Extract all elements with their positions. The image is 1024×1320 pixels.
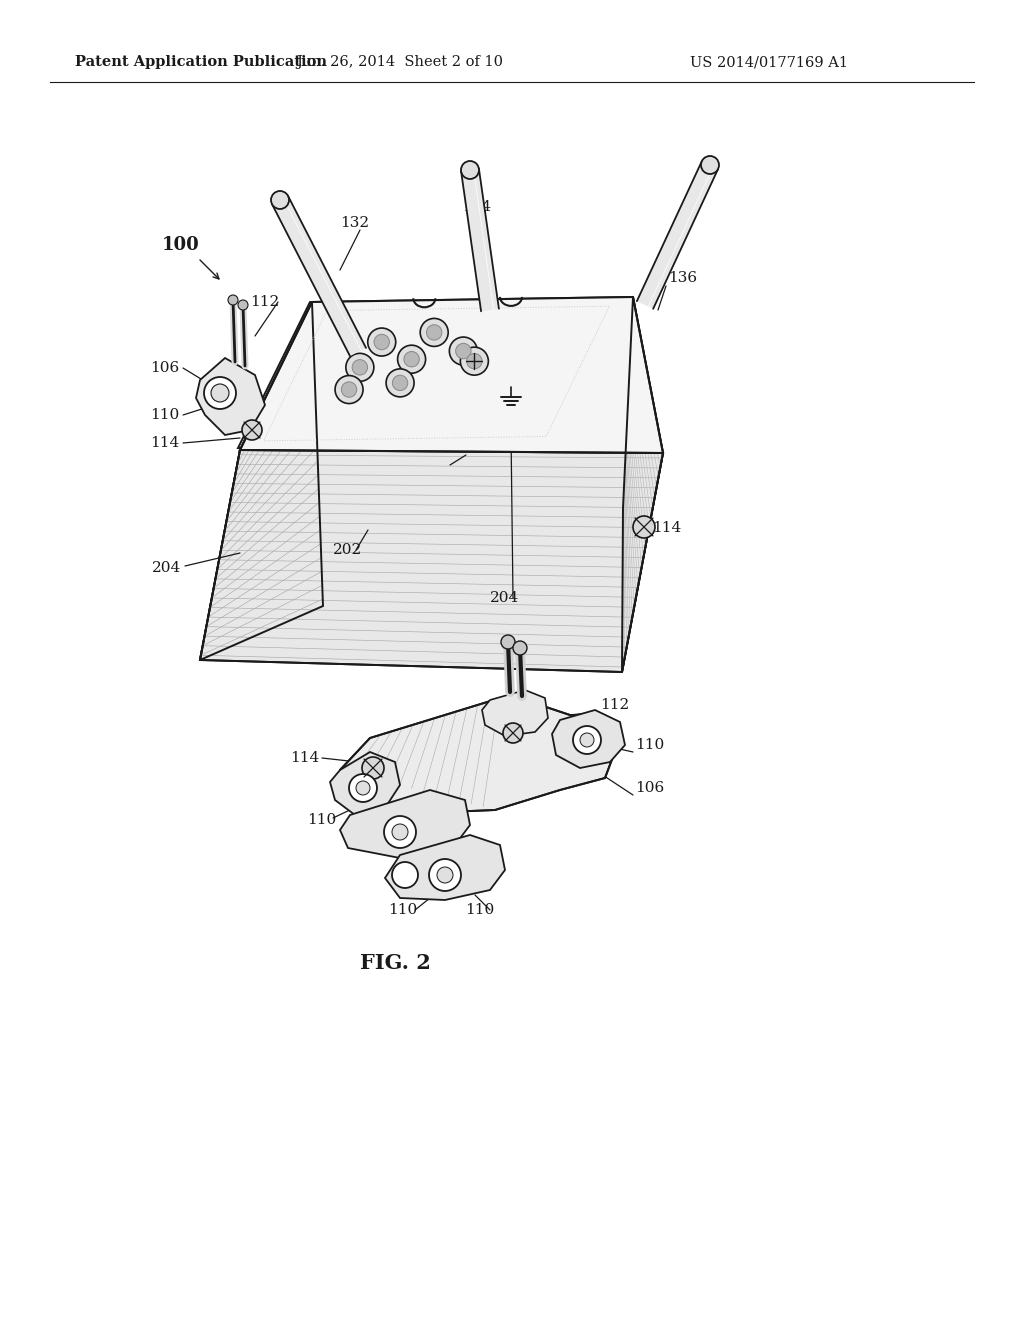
Text: FIG. 2: FIG. 2 <box>359 953 430 973</box>
Circle shape <box>420 318 449 346</box>
Circle shape <box>362 756 384 779</box>
Text: 110: 110 <box>465 903 495 917</box>
Text: 134: 134 <box>462 201 492 214</box>
Polygon shape <box>461 169 499 312</box>
Circle shape <box>238 300 248 310</box>
Circle shape <box>467 354 482 368</box>
Circle shape <box>580 733 594 747</box>
Circle shape <box>429 859 461 891</box>
Text: 132: 132 <box>340 216 369 230</box>
Circle shape <box>513 642 527 655</box>
Polygon shape <box>552 710 625 768</box>
Circle shape <box>356 781 370 795</box>
Polygon shape <box>196 358 265 436</box>
Circle shape <box>341 381 356 397</box>
Polygon shape <box>240 297 663 453</box>
Text: 110: 110 <box>307 813 336 828</box>
Text: 114: 114 <box>652 521 681 535</box>
Circle shape <box>335 376 364 404</box>
Text: Jun. 26, 2014  Sheet 2 of 10: Jun. 26, 2014 Sheet 2 of 10 <box>297 55 504 69</box>
Circle shape <box>437 867 453 883</box>
Circle shape <box>450 337 477 366</box>
Circle shape <box>271 191 289 209</box>
Circle shape <box>461 161 479 180</box>
Text: 110: 110 <box>635 738 665 752</box>
Text: US 2014/0177169 A1: US 2014/0177169 A1 <box>690 55 848 69</box>
Circle shape <box>384 816 416 847</box>
Circle shape <box>349 774 377 803</box>
Polygon shape <box>340 789 470 858</box>
Text: 110: 110 <box>388 903 417 917</box>
Text: 110: 110 <box>150 408 179 422</box>
Polygon shape <box>340 696 620 814</box>
Text: 202: 202 <box>348 348 377 362</box>
Text: 204: 204 <box>152 561 181 576</box>
Text: 112: 112 <box>250 294 280 309</box>
Text: 114: 114 <box>150 436 179 450</box>
Polygon shape <box>637 161 718 309</box>
Circle shape <box>633 516 655 539</box>
Circle shape <box>211 384 229 403</box>
Text: 106: 106 <box>150 360 179 375</box>
Circle shape <box>461 347 488 375</box>
Circle shape <box>426 325 442 341</box>
Circle shape <box>352 359 368 375</box>
Circle shape <box>392 824 408 840</box>
Circle shape <box>403 351 419 367</box>
Circle shape <box>573 726 601 754</box>
Text: 204: 204 <box>454 304 483 317</box>
Text: 112: 112 <box>600 698 630 711</box>
Circle shape <box>386 368 414 397</box>
Polygon shape <box>482 690 548 737</box>
Text: 202: 202 <box>468 441 498 455</box>
Polygon shape <box>200 302 323 660</box>
Circle shape <box>701 156 719 174</box>
Circle shape <box>374 334 389 350</box>
Text: 136: 136 <box>668 271 697 285</box>
Circle shape <box>503 723 523 743</box>
Text: 204: 204 <box>490 591 519 605</box>
Circle shape <box>392 862 418 888</box>
Circle shape <box>456 343 471 359</box>
Polygon shape <box>385 836 505 900</box>
Circle shape <box>242 420 262 440</box>
Circle shape <box>392 375 408 391</box>
Circle shape <box>368 329 395 356</box>
Circle shape <box>204 378 236 409</box>
Text: 114: 114 <box>290 751 319 766</box>
Polygon shape <box>238 297 662 453</box>
Text: Patent Application Publication: Patent Application Publication <box>75 55 327 69</box>
Circle shape <box>228 294 238 305</box>
Polygon shape <box>272 195 366 356</box>
Circle shape <box>501 635 515 649</box>
Polygon shape <box>200 450 663 672</box>
Circle shape <box>346 354 374 381</box>
Polygon shape <box>330 752 400 814</box>
Text: 202: 202 <box>333 543 362 557</box>
Circle shape <box>397 346 426 374</box>
Text: 106: 106 <box>635 781 665 795</box>
Text: 200: 200 <box>552 399 582 412</box>
Text: 100: 100 <box>162 236 200 253</box>
Polygon shape <box>622 297 663 672</box>
